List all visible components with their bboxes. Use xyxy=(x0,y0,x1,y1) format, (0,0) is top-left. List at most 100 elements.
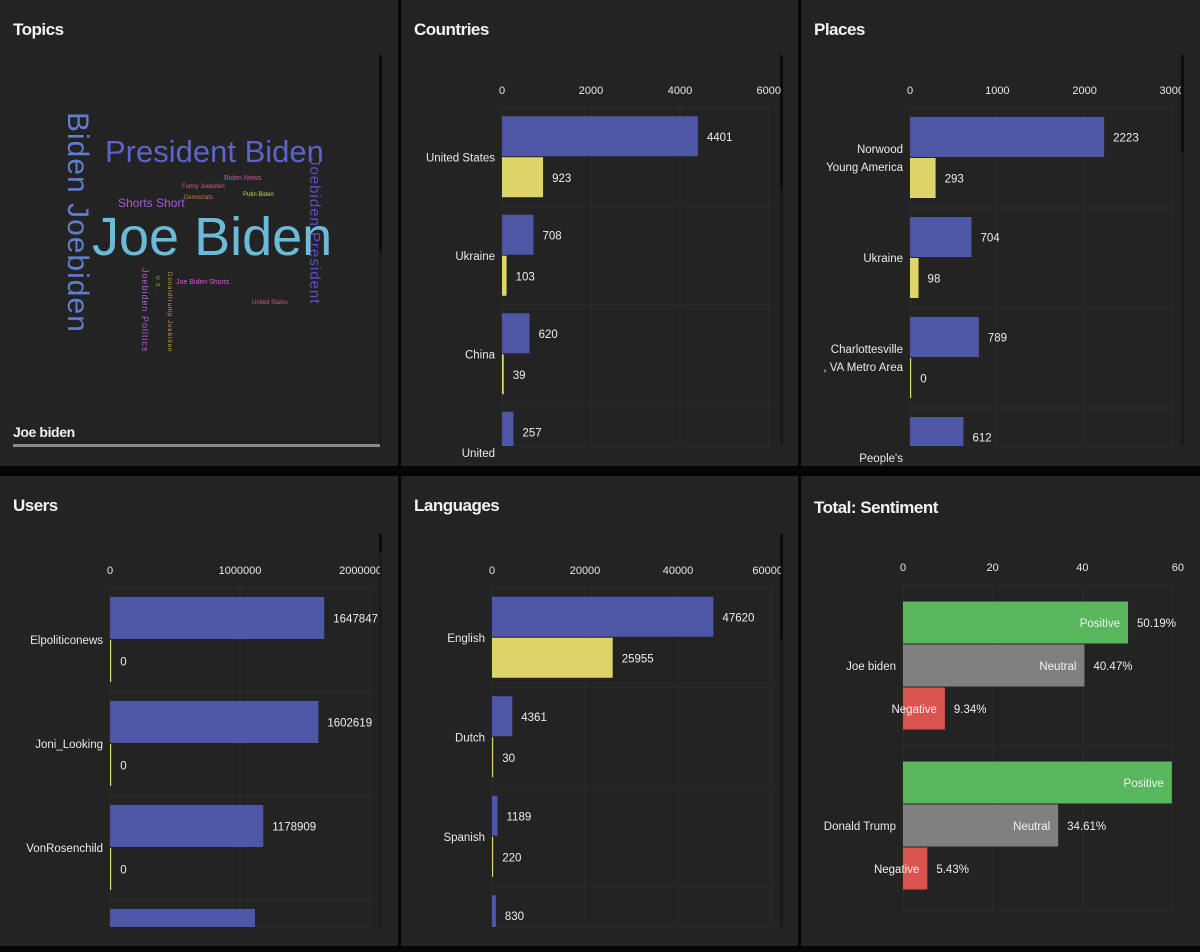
bar[interactable] xyxy=(492,737,494,778)
bar[interactable] xyxy=(910,117,1105,157)
plot-area: 1647847 0 1602619 0 1178909 0 xyxy=(109,587,378,946)
bar[interactable] xyxy=(110,640,112,682)
countries-chart: 0 2000 4000 6000 4401 923 708 103 620 39 257 United… xyxy=(426,85,781,460)
bar-value-label: 789 xyxy=(988,333,1007,345)
scrollbar[interactable] xyxy=(1181,55,1184,445)
bar[interactable] xyxy=(110,805,264,847)
bar[interactable] xyxy=(502,255,507,296)
scrollbar[interactable] xyxy=(780,55,783,445)
bar-value-label: 1178909 xyxy=(272,822,316,834)
bar[interactable] xyxy=(492,696,513,737)
panel-title: Languages xyxy=(414,496,500,515)
category-label: Joe biden xyxy=(846,661,896,673)
word-cloud-term[interactable]: Biden News xyxy=(224,175,262,182)
category-label: , VA Metro Area xyxy=(823,362,903,374)
countries-panel: Countries 0 2000 4000 6000 4401 923 708 103 620 3… xyxy=(401,0,798,466)
bar-value-label: 0 xyxy=(120,865,126,877)
bar[interactable] xyxy=(502,313,530,354)
bar[interactable] xyxy=(110,701,319,743)
category-label: Dutch xyxy=(455,732,485,744)
word-cloud-term[interactable]: United States xyxy=(252,300,289,306)
word-cloud-term[interactable]: Donaldtrump Joebiden xyxy=(166,272,172,353)
category-label: VonRosenchild xyxy=(26,843,103,855)
languages-panel: Languages 0 20000 40000 60000 47620 25955 4361… xyxy=(401,476,798,946)
bar-value-label: 620 xyxy=(539,329,558,341)
bar-value-label: 47620 xyxy=(722,612,754,624)
x-tick-label: 2000 xyxy=(579,85,603,97)
bar[interactable] xyxy=(903,847,928,890)
word-cloud-term[interactable]: Joe Biden Shorts xyxy=(176,279,230,286)
bar[interactable] xyxy=(492,795,498,836)
bar[interactable] xyxy=(910,417,964,457)
bar[interactable] xyxy=(492,895,496,935)
category-label: Joni_Looking xyxy=(35,739,103,751)
word-cloud-term[interactable]: Joebiden Politics xyxy=(140,268,150,353)
x-tick-label: 0 xyxy=(107,565,113,577)
bar-inner-label: Positive xyxy=(1124,778,1164,790)
word-cloud-term[interactable]: Joe Biden xyxy=(92,207,333,267)
bar-value-label: 0 xyxy=(120,657,126,669)
word-cloud-term[interactable]: Funny Joebiden xyxy=(182,184,225,190)
places-panel: Places 0 1000 2000 3000 2223 293 704 98 789 0 612 N… xyxy=(801,0,1200,466)
category-label: United States xyxy=(426,152,495,164)
scrollbar-thumb[interactable] xyxy=(379,534,382,552)
bar-value-label: 30 xyxy=(502,753,515,765)
bar[interactable] xyxy=(502,214,534,255)
bar[interactable] xyxy=(502,116,698,157)
word-cloud-term[interactable]: Democrats xyxy=(184,195,214,201)
plot-border xyxy=(902,585,1173,912)
category-label: Ukraine xyxy=(863,253,903,265)
scrollbar[interactable] xyxy=(780,534,783,926)
word-cloud-term[interactable]: Shorts Short xyxy=(118,196,185,210)
scrollbar[interactable] xyxy=(379,55,382,445)
bar-value-label: 830 xyxy=(505,911,524,923)
x-tick-label: 20000 xyxy=(570,565,601,577)
bar[interactable] xyxy=(910,317,979,357)
bar[interactable] xyxy=(910,158,936,198)
plot-border xyxy=(909,107,1173,446)
scrollbar[interactable] xyxy=(379,534,382,926)
word-cloud-term[interactable]: U.S. xyxy=(154,276,160,290)
bar[interactable] xyxy=(903,804,1059,847)
bar[interactable] xyxy=(502,157,544,198)
scrollbar-thumb[interactable] xyxy=(780,534,783,639)
bar-value-label: 612 xyxy=(972,433,991,445)
scrollbar-thumb[interactable] xyxy=(379,55,382,250)
plot-area: 4401 923 708 103 620 39 257 xyxy=(501,107,770,452)
scrollbar-thumb[interactable] xyxy=(1181,55,1184,152)
bar[interactable] xyxy=(110,597,325,639)
bar[interactable] xyxy=(903,687,945,730)
bar[interactable] xyxy=(502,354,504,395)
users-panel: Users 0 1000000 2000000 1647847 0 1602619 0 117… xyxy=(0,476,398,946)
bar-inner-label: Neutral xyxy=(1013,821,1050,833)
category-label: Charlottesville xyxy=(831,344,903,356)
bar[interactable] xyxy=(492,637,613,678)
word-cloud-term[interactable]: President Biden xyxy=(105,134,324,169)
bar[interactable] xyxy=(910,258,919,298)
places-chart: 0 1000 2000 3000 2223 293 704 98 789 0 612 Norwood Y… xyxy=(823,85,1181,465)
bar-value-label: 9.34% xyxy=(954,704,987,716)
plot-area: Positive 50.19% Neutral 40.47% Negative 9.34%… xyxy=(874,585,1176,912)
bar[interactable] xyxy=(910,217,972,257)
bar[interactable] xyxy=(492,596,714,637)
bar[interactable] xyxy=(903,644,1085,687)
bar[interactable] xyxy=(110,744,112,786)
word-cloud-term[interactable]: Biden Joebiden xyxy=(61,112,94,333)
bar[interactable] xyxy=(903,601,1129,644)
bar[interactable] xyxy=(910,358,912,398)
bar[interactable] xyxy=(110,909,255,946)
word-cloud-term[interactable]: Putin Biden xyxy=(243,192,274,198)
panel-title: Countries xyxy=(414,20,489,39)
bar[interactable] xyxy=(110,848,112,890)
bar[interactable] xyxy=(502,411,514,452)
scrollbar-thumb[interactable] xyxy=(780,55,783,190)
category-label: China xyxy=(465,349,496,361)
bar-value-label: 34.61% xyxy=(1067,821,1106,833)
bar[interactable] xyxy=(903,761,1172,804)
bar[interactable] xyxy=(492,836,494,877)
plot-area: 2223 293 704 98 789 0 612 xyxy=(909,107,1173,457)
word-cloud-term[interactable]: Joebiden President xyxy=(306,158,323,305)
bar-value-label: 0 xyxy=(120,761,126,773)
bar-value-label: 1602619 xyxy=(327,718,372,730)
x-tick-label: 0 xyxy=(489,565,495,577)
